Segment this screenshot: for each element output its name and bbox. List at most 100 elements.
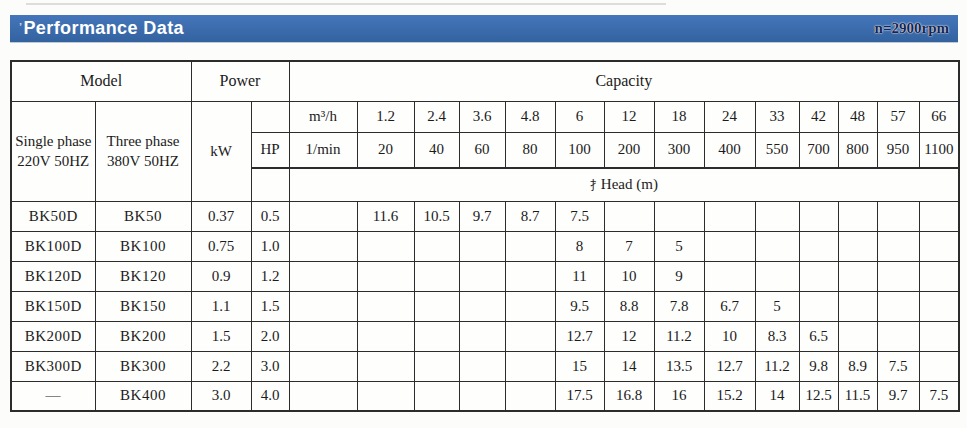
- hp-value-cell: 1.0: [251, 231, 289, 261]
- head-value-cell: [799, 291, 838, 321]
- head-value-cell: [604, 201, 654, 231]
- flow-label-empty-cell: [289, 321, 357, 351]
- capacity-m3h-value: 2.4: [414, 101, 459, 132]
- flow-unit-m3h: m³/h: [289, 101, 357, 132]
- head-value-cell: 9.8: [799, 351, 838, 381]
- head-value-cell: 11.5: [838, 381, 877, 411]
- capacity-lmin-value: 100: [555, 132, 604, 168]
- head-value-cell: [357, 321, 414, 351]
- hp-empty-cell-bottom: [251, 168, 289, 201]
- capacity-lmin-value: 80: [505, 132, 555, 168]
- head-value-cell: 9.7: [459, 201, 505, 231]
- head-value-cell: 11.2: [654, 321, 704, 351]
- head-value-cell: [919, 351, 959, 381]
- head-value-cell: [919, 231, 959, 261]
- head-value-cell: 14: [755, 381, 799, 411]
- capacity-m3h-value: 3.6: [459, 101, 505, 132]
- capacity-lmin-value: 550: [755, 132, 799, 168]
- capacity-m3h-value: 1.2: [357, 101, 414, 132]
- flow-label-empty-cell: [289, 351, 357, 381]
- capacity-m3h-value: 18: [654, 101, 704, 132]
- model-three-cell: BK150: [95, 291, 191, 321]
- head-value-cell: [704, 261, 755, 291]
- head-value-cell: 16: [654, 381, 704, 411]
- head-value-cell: [414, 261, 459, 291]
- head-value-cell: [357, 381, 414, 411]
- head-value-cell: 6.7: [704, 291, 755, 321]
- phase-line1: Three phase: [96, 131, 191, 151]
- model-three-cell: BK300: [95, 351, 191, 381]
- head-value-cell: [704, 201, 755, 231]
- head-value-cell: 15: [555, 351, 604, 381]
- model-three-cell: BK50: [95, 201, 191, 231]
- title-bar: ’Performance Data n=2900rpm: [10, 15, 958, 42]
- head-value-cell: [414, 291, 459, 321]
- head-value-cell: [357, 261, 414, 291]
- head-value-cell: 13.5: [654, 351, 704, 381]
- flow-label-empty-cell: [289, 231, 357, 261]
- capacity-lmin-value: 300: [654, 132, 704, 168]
- head-value-cell: [357, 351, 414, 381]
- kw-value-cell: 3.0: [191, 381, 251, 411]
- head-value-cell: 12.7: [555, 321, 604, 351]
- head-value-cell: 11.2: [755, 351, 799, 381]
- head-value-cell: [459, 261, 505, 291]
- scan-artifact-line: [26, 3, 666, 5]
- kw-unit-header: kW: [191, 101, 251, 201]
- head-value-cell: 15.2: [704, 381, 755, 411]
- capacity-lmin-value: 200: [604, 132, 654, 168]
- hp-value-cell: 0.5: [251, 201, 289, 231]
- head-value-cell: [704, 231, 755, 261]
- head-value-cell: [414, 231, 459, 261]
- head-value-cell: 12: [604, 321, 654, 351]
- page-title-wrap: ’Performance Data: [19, 18, 184, 39]
- hp-value-cell: 4.0: [251, 381, 289, 411]
- head-value-cell: [919, 321, 959, 351]
- hp-value-cell: 3.0: [251, 351, 289, 381]
- kw-value-cell: 1.1: [191, 291, 251, 321]
- head-value-cell: 10.5: [414, 201, 459, 231]
- head-value-cell: 11: [555, 261, 604, 291]
- head-value-cell: [654, 201, 704, 231]
- capacity-m3h-value: 24: [704, 101, 755, 132]
- head-value-cell: 7.5: [919, 381, 959, 411]
- head-value-cell: [505, 381, 555, 411]
- head-value-cell: 7.5: [877, 351, 919, 381]
- head-value-cell: [755, 261, 799, 291]
- power-header: Power: [191, 61, 289, 101]
- head-value-cell: 8.3: [755, 321, 799, 351]
- head-value-cell: 5: [755, 291, 799, 321]
- head-value-cell: [838, 321, 877, 351]
- model-single-cell: BK100D: [11, 231, 95, 261]
- head-value-cell: 12.5: [799, 381, 838, 411]
- model-header: Model: [11, 61, 191, 101]
- flow-label-empty-cell: [289, 291, 357, 321]
- table-row: BK100DBK1000.751.0875: [11, 231, 959, 261]
- head-value-cell: [877, 321, 919, 351]
- capacity-m3h-value: 66: [919, 101, 959, 132]
- head-value-cell: [919, 201, 959, 231]
- capacity-m3h-value: 33: [755, 101, 799, 132]
- model-three-cell: BK120: [95, 261, 191, 291]
- head-value-cell: 16.8: [604, 381, 654, 411]
- flow-label-empty-cell: [289, 381, 357, 411]
- capacity-m3h-value: 4.8: [505, 101, 555, 132]
- model-single-cell: BK300D: [11, 351, 95, 381]
- head-value-cell: [459, 291, 505, 321]
- head-value-cell: [838, 231, 877, 261]
- head-value-cell: [459, 231, 505, 261]
- phase-line2: 220V 50HZ: [12, 151, 95, 171]
- head-value-cell: [838, 201, 877, 231]
- head-value-cell: 8.8: [604, 291, 654, 321]
- head-value-cell: [877, 261, 919, 291]
- head-value-cell: [505, 291, 555, 321]
- head-value-cell: 5: [654, 231, 704, 261]
- capacity-header: Capacity: [289, 61, 959, 101]
- model-single-cell: BK150D: [11, 291, 95, 321]
- head-value-cell: 9.5: [555, 291, 604, 321]
- capacity-lmin-value: 800: [838, 132, 877, 168]
- capacity-lmin-value: 1100: [919, 132, 959, 168]
- head-value-cell: 7.5: [555, 201, 604, 231]
- flow-label-empty-cell: [289, 201, 357, 231]
- capacity-m3h-value: 57: [877, 101, 919, 132]
